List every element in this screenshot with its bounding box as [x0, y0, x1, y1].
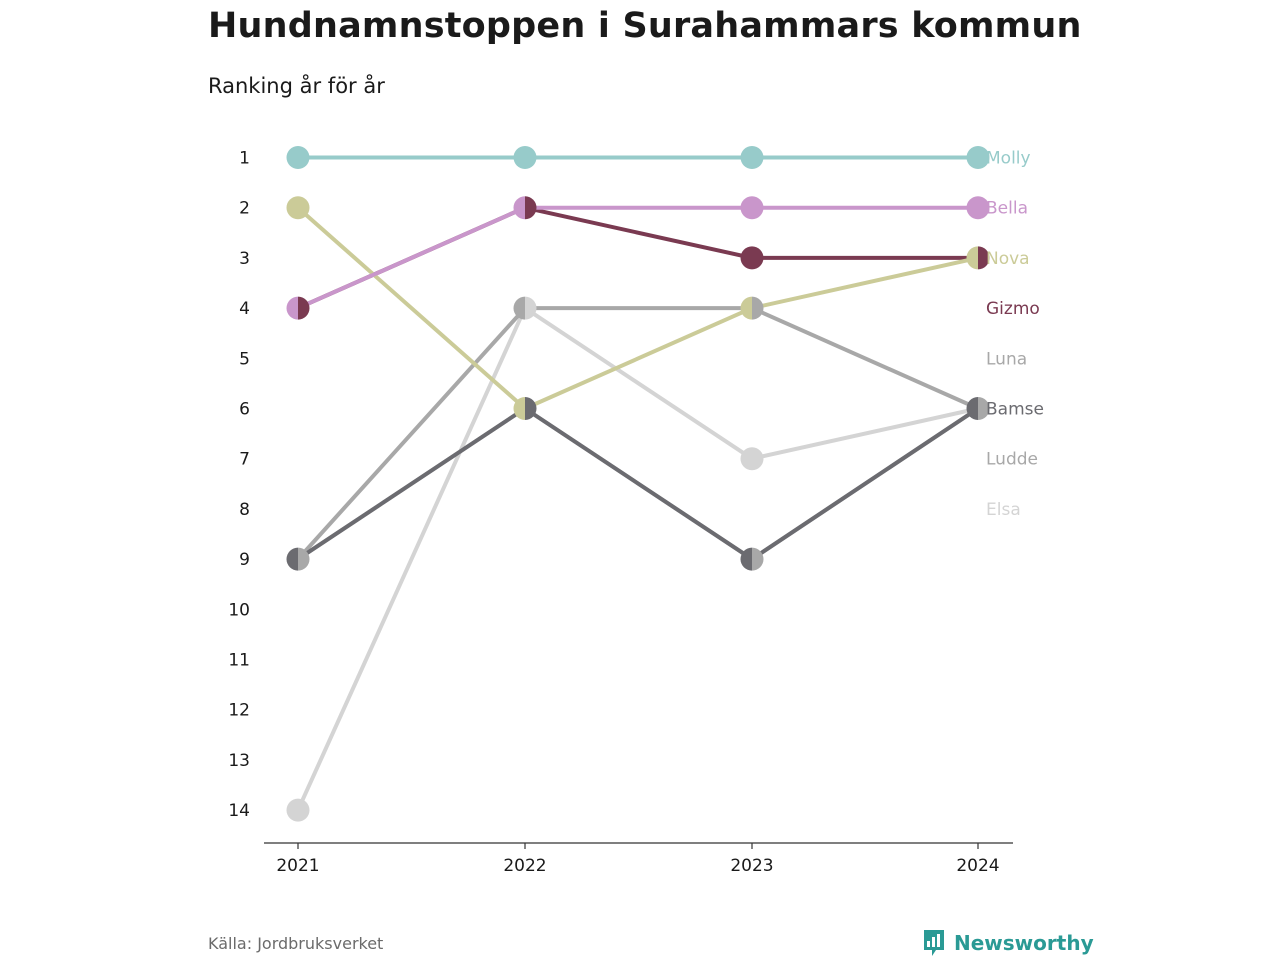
series-label-elsa: Elsa: [986, 500, 1021, 520]
point-ludde: [513, 296, 525, 320]
y-tick-label: 4: [239, 299, 250, 319]
y-tick-label: 9: [239, 550, 250, 570]
point-bella: [966, 196, 990, 220]
series-line-bella: [296, 205, 980, 311]
y-tick-label: 2: [239, 199, 250, 219]
point-elsa: [740, 447, 764, 471]
series-label-gizmo: Gizmo: [986, 299, 1040, 319]
point-bamse: [525, 397, 537, 420]
chart-subtitle: Ranking år för år: [208, 74, 385, 98]
point-bamse: [286, 547, 298, 571]
point-gizmo: [740, 246, 764, 270]
lines-layer: [296, 155, 980, 813]
point-gizmo: [298, 296, 310, 320]
point-ludde: [752, 296, 764, 320]
y-tick-label: 12: [228, 701, 250, 721]
point-molly: [740, 146, 764, 169]
chart-title: Hundnamnstoppen i Surahammars kommun: [208, 6, 1082, 46]
x-tick-label: 2024: [956, 856, 999, 876]
point-molly: [513, 146, 537, 169]
y-tick-label: 7: [239, 450, 250, 470]
point-bella: [286, 296, 298, 320]
y-tick-label: 6: [239, 400, 250, 420]
point-luna: [978, 397, 990, 420]
point-luna: [298, 547, 310, 571]
y-tick-label: 1: [239, 149, 250, 169]
point-gizmo: [978, 246, 990, 270]
point-gizmo: [525, 196, 537, 220]
point-elsa: [286, 798, 310, 822]
point-nova: [286, 196, 310, 220]
x-tick-label: 2023: [730, 856, 773, 876]
y-tick-label: 5: [239, 349, 250, 369]
points-layer: [286, 146, 990, 822]
point-luna: [752, 547, 764, 571]
point-molly: [966, 146, 990, 169]
series-line-ludde: [296, 306, 980, 562]
point-molly: [286, 146, 310, 169]
series-label-bamse: Bamse: [986, 400, 1044, 420]
point-nova: [740, 296, 752, 320]
series-label-nova: Nova: [986, 249, 1030, 269]
series-line-gizmo: [296, 205, 980, 311]
point-bamse: [740, 547, 752, 571]
series-label-bella: Bella: [986, 199, 1028, 219]
point-elsa: [525, 296, 537, 320]
y-tick-label: 14: [228, 801, 250, 821]
point-bamse: [966, 397, 978, 420]
labels-layer: Molly Bella Nova Gizmo Luna Bamse Ludde Elsa: [986, 149, 1044, 520]
y-tick-label: 11: [228, 651, 250, 671]
brand-name: Newsworthy: [954, 931, 1094, 955]
bar-chart-speech-bubble-icon: [924, 930, 944, 956]
point-nova: [966, 246, 978, 270]
point-bella: [513, 196, 525, 220]
y-tick-label: 13: [228, 751, 250, 771]
y-tick-label: 10: [228, 600, 250, 620]
series-line-bamse: [296, 406, 980, 562]
series-line-elsa: [296, 306, 980, 813]
series-label-ludde: Ludde: [986, 450, 1038, 470]
point-nova: [513, 397, 525, 420]
x-tick-label: 2021: [276, 856, 319, 876]
x-tick-label: 2022: [503, 856, 546, 876]
y-tick-label: 3: [239, 249, 250, 269]
y-tick-label: 8: [239, 500, 250, 520]
point-bella: [740, 196, 764, 220]
series-line-nova: [296, 205, 980, 411]
source-note: Källa: Jordbruksverket: [208, 934, 384, 953]
brand-logo: Newsworthy: [922, 928, 1094, 958]
series-label-luna: Luna: [986, 349, 1027, 369]
series-label-molly: Molly: [986, 149, 1031, 169]
